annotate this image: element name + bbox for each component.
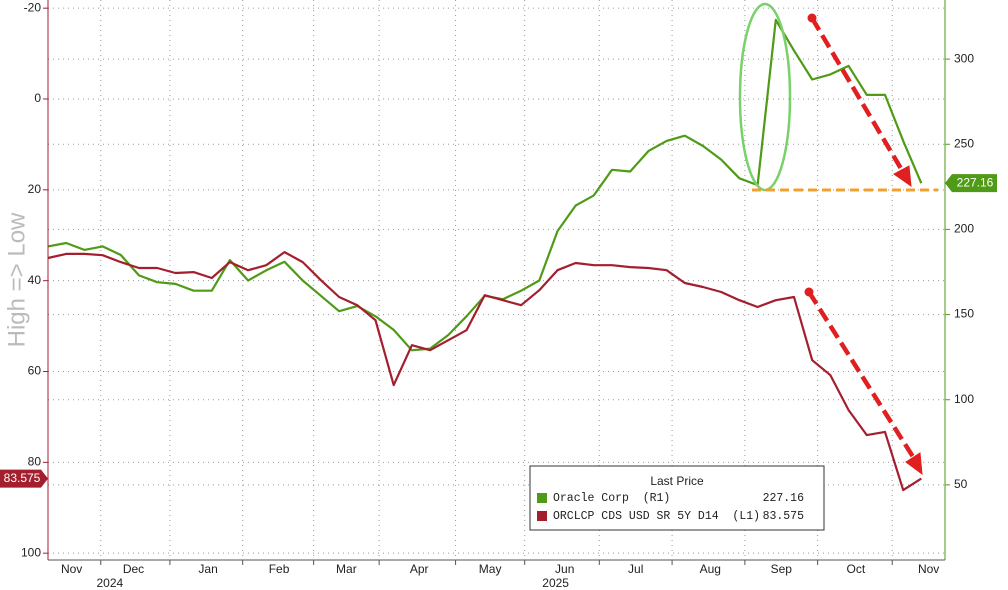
x-year-label: 2025 — [542, 576, 569, 590]
legend-label: Oracle Corp (R1) — [553, 492, 670, 505]
x-tick-label: Nov — [918, 562, 939, 576]
x-tick-label: Aug — [700, 562, 721, 576]
x-tick-label: Apr — [410, 562, 429, 576]
y-axis-label: High => Low — [3, 212, 30, 347]
legend-swatch — [537, 493, 547, 503]
axes: -20 0 20 40 60 80 100 50 100 150 200 250 300 Nov Dec Ja… — [21, 0, 974, 590]
arrows — [804, 13, 923, 476]
y-tick-label: 40 — [28, 273, 42, 287]
x-tick-label: Mar — [336, 562, 357, 576]
arrow-head — [893, 165, 912, 188]
y2-tick-label: 300 — [954, 51, 974, 65]
legend-value: 227.16 — [763, 492, 805, 505]
y-tick-label: 20 — [28, 182, 42, 196]
y-tick-label: -20 — [24, 0, 42, 14]
y-tick-label: 100 — [21, 545, 41, 559]
last-tags: 227.16 83.575 — [0, 174, 997, 488]
x-tick-label: Jul — [628, 562, 643, 576]
y-tick-label: 60 — [28, 364, 42, 378]
last-value-tag — [945, 174, 997, 193]
x-year-label: 2024 — [97, 576, 124, 590]
x-tick-label: Jun — [555, 562, 574, 576]
legend-swatch — [537, 511, 547, 521]
x-tick-label: Nov — [61, 562, 82, 576]
legend-value: 83.575 — [763, 510, 805, 523]
y-tick-label: 0 — [34, 91, 41, 105]
y2-tick-label: 100 — [954, 392, 974, 406]
y2-tick-label: 250 — [954, 136, 974, 150]
highlight-ellipse — [738, 2, 792, 192]
last-value-tag — [0, 469, 48, 488]
arrow-head — [905, 452, 923, 476]
legend-box — [529, 465, 825, 531]
x-tick-label: Jan — [198, 562, 217, 576]
series-line — [47, 251, 922, 492]
x-tick-label: May — [479, 562, 502, 576]
legend: Last Price Oracle Corp (R1) 227.16 ORCLC… — [529, 465, 825, 531]
lines — [47, 18, 923, 492]
y-tick-label: 80 — [28, 455, 42, 469]
x-tick-label: Feb — [269, 562, 290, 576]
last-value-label: 227.16 — [957, 175, 994, 189]
last-value-label: 83.575 — [4, 471, 41, 485]
x-tick-label: Sep — [771, 562, 793, 576]
y2-tick-label: 150 — [954, 307, 974, 321]
legend-label: ORCLCP CDS USD SR 5Y D14 (L1) — [553, 510, 760, 523]
x-tick-label: Dec — [123, 562, 144, 576]
arrow-line — [810, 16, 905, 174]
legend-title: Last Price — [650, 474, 704, 488]
x-tick-label: Oct — [847, 562, 866, 576]
y2-tick-label: 200 — [954, 222, 974, 236]
grid — [48, 0, 945, 560]
arrow-line — [807, 290, 917, 462]
y2-tick-label: 50 — [954, 477, 968, 491]
